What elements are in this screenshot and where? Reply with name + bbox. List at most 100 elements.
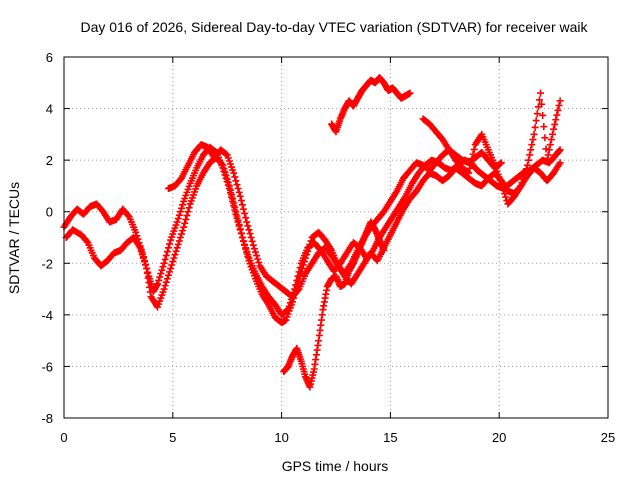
y-tick-label: 6: [46, 50, 53, 65]
data-point-dense: [228, 191, 236, 199]
data-point-dense: [545, 146, 553, 154]
data-point: [497, 159, 505, 167]
data-point-dense: [176, 208, 184, 216]
data-point-dense: [470, 145, 478, 153]
data-point-dense: [141, 258, 149, 266]
data-point-dense: [532, 117, 540, 125]
data-point-dense: [163, 248, 171, 256]
data-point-dense: [233, 181, 241, 189]
data-point: [249, 241, 257, 249]
data-point-dense: [179, 227, 187, 235]
data-point-dense: [241, 209, 249, 217]
data-point-dense: [157, 270, 165, 278]
data-point-dense: [520, 172, 528, 180]
data-point-dense: [554, 106, 562, 114]
data-point: [406, 89, 414, 97]
data-point: [530, 130, 538, 138]
data-point: [136, 244, 144, 252]
data-point: [465, 169, 473, 177]
data-point-dense: [522, 165, 530, 173]
data-point-dense: [164, 244, 172, 252]
data-point: [154, 280, 162, 288]
data-point-dense: [240, 237, 248, 245]
data-point-dense: [246, 230, 254, 238]
data-point-dense: [531, 123, 539, 131]
data-point-dense: [502, 193, 510, 201]
data-point-dense: [296, 271, 304, 279]
data-point-dense: [247, 234, 255, 241]
x-tick-label: 10: [274, 430, 288, 445]
data-point-dense: [538, 100, 546, 108]
x-tick-label: 0: [60, 430, 67, 445]
data-point: [132, 228, 140, 236]
data-point: [219, 161, 227, 169]
data-point-dense: [142, 261, 150, 269]
data-point-dense: [164, 271, 172, 279]
data-point-dense: [240, 205, 248, 213]
data-point-dense: [521, 168, 529, 176]
data-point-dense: [527, 146, 535, 154]
data-point-dense: [299, 261, 307, 269]
data-point-dense: [254, 255, 262, 263]
data-point-dense: [306, 240, 314, 248]
data-point-dense: [501, 190, 509, 198]
data-point-dense: [551, 120, 559, 128]
plot-frame: [63, 56, 609, 419]
data-point: [243, 218, 251, 226]
data-point-dense: [237, 229, 245, 237]
data-point-dense: [218, 160, 226, 168]
data-point-dense: [526, 151, 534, 159]
data-point-dense: [496, 160, 504, 168]
y-tick-label: 0: [46, 205, 53, 220]
data-point-dense: [229, 195, 237, 203]
data-point-dense: [555, 102, 563, 110]
data-point-dense: [178, 204, 186, 212]
data-point-dense: [139, 254, 147, 262]
data-point-dense: [233, 212, 241, 220]
x-tick-label: 20: [492, 430, 506, 445]
data-point-dense: [243, 249, 251, 257]
data-point-dense: [230, 199, 238, 207]
data-point: [302, 254, 310, 262]
y-tick-label: -4: [41, 308, 53, 323]
data-point: [232, 208, 240, 216]
data-point-dense: [242, 214, 250, 222]
data-point-dense: [533, 110, 541, 118]
data-point-dense: [231, 203, 239, 211]
gridlines: [64, 57, 608, 418]
data-point-dense: [539, 111, 547, 119]
data-point-dense: [237, 197, 245, 205]
data-point-dense: [464, 168, 472, 176]
data-point-dense: [171, 251, 179, 259]
data-point-dense: [255, 258, 263, 266]
data-point-dense: [178, 230, 186, 238]
data-point-dense: [519, 175, 527, 183]
data-points: [60, 74, 564, 391]
data-point-dense: [163, 275, 171, 283]
data-point-dense: [235, 188, 243, 196]
data-point-dense: [303, 251, 311, 259]
data-point-dense: [540, 123, 548, 131]
data-point-dense: [156, 273, 164, 281]
chart-title: Day 016 of 2026, Sidereal Day-to-day VTE…: [80, 19, 588, 35]
data-point-dense: [137, 247, 145, 255]
data-point: [556, 146, 564, 154]
data-point: [556, 159, 564, 167]
data-point-dense: [226, 186, 234, 194]
data-point-dense: [300, 258, 308, 266]
data-point-dense: [500, 186, 508, 194]
data-point: [380, 246, 388, 254]
data-point: [225, 182, 233, 190]
data-point: [236, 192, 244, 200]
data-point-dense: [242, 245, 250, 253]
data-point-dense: [222, 150, 230, 158]
data-point-dense: [181, 219, 189, 227]
data-point: [497, 179, 505, 187]
data-point-dense: [170, 254, 178, 262]
data-point-dense: [467, 160, 475, 168]
data-point-dense: [175, 237, 183, 245]
data-point-dense: [223, 175, 231, 183]
data-point-dense: [528, 141, 536, 149]
data-point-dense: [298, 264, 306, 272]
x-axis-label: GPS time / hours: [282, 458, 389, 474]
